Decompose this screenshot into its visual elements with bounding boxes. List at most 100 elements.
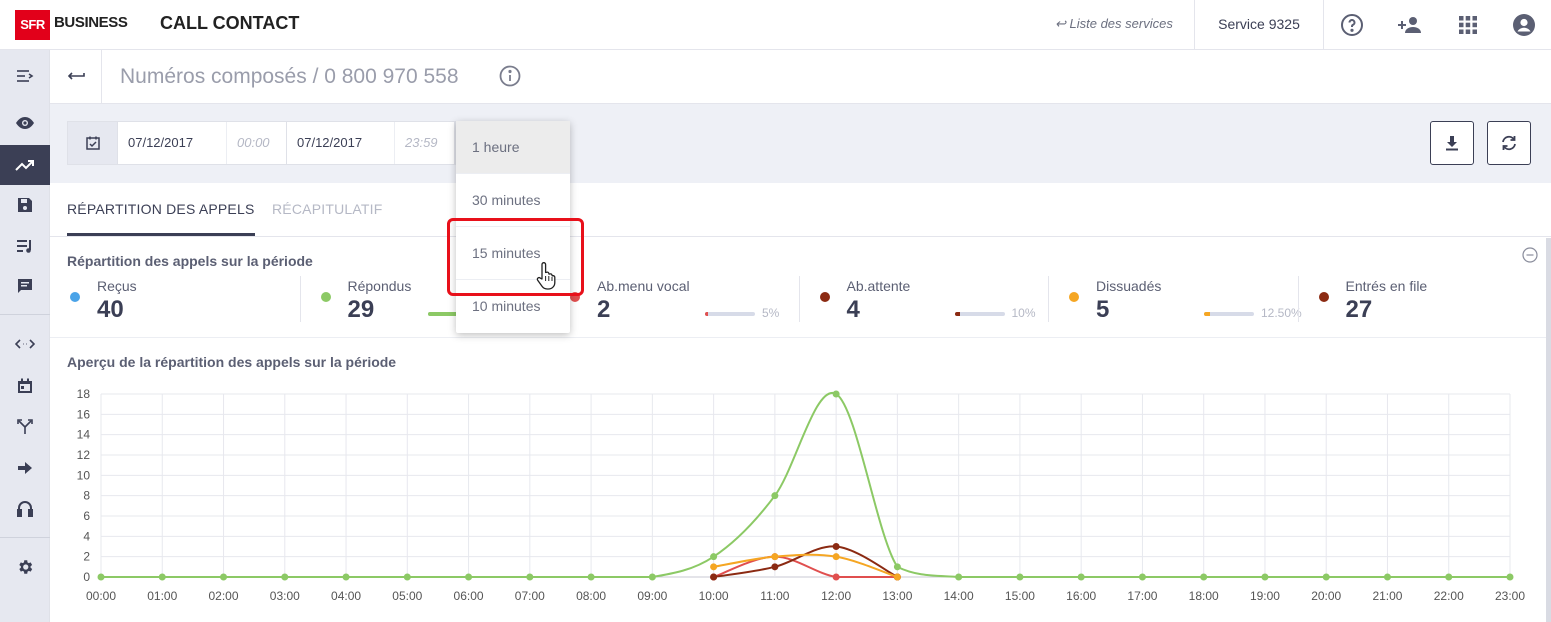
- series-point-0: [158, 573, 166, 581]
- merge-icon[interactable]: [0, 407, 50, 447]
- series-point-0: [1322, 573, 1330, 581]
- hand-cursor-icon: [536, 262, 556, 290]
- stat-0: Reçus 40: [50, 276, 300, 323]
- series-point-2: [710, 573, 718, 581]
- stat-progress-fill: [705, 312, 708, 316]
- x-tick-label: 07:00: [515, 589, 545, 603]
- tabs: RÉPARTITION DES APPELS RÉCAPITULATIF: [50, 183, 1551, 237]
- x-tick-label: 16:00: [1066, 589, 1096, 603]
- services-list-link[interactable]: ↩ Liste des services: [1055, 16, 1173, 31]
- series-line-2: [713, 545, 898, 578]
- summary-title: Répartition des appels sur la période: [67, 253, 313, 269]
- x-tick-label: 13:00: [882, 589, 912, 603]
- apps-grid-icon[interactable]: [1456, 13, 1480, 37]
- y-tick-label: 12: [77, 448, 91, 462]
- x-tick-label: 23:00: [1495, 589, 1525, 603]
- x-tick-label: 02:00: [209, 589, 239, 603]
- series-point-0: [1077, 573, 1085, 581]
- series-point-0: [1016, 573, 1024, 581]
- account-icon[interactable]: [1512, 13, 1536, 37]
- dropdown-option-1[interactable]: 30 minutes: [456, 174, 570, 227]
- x-tick-label: 15:00: [1005, 589, 1035, 603]
- series-point-3: [832, 573, 840, 581]
- series-point-0: [526, 573, 534, 581]
- x-tick-label: 18:00: [1189, 589, 1219, 603]
- gear-icon[interactable]: [0, 547, 50, 587]
- x-tick-label: 09:00: [637, 589, 667, 603]
- add-user-icon[interactable]: [1396, 13, 1424, 37]
- menu-collapse-icon[interactable]: [0, 56, 50, 96]
- series-point-0: [1445, 573, 1453, 581]
- save-icon[interactable]: [0, 185, 50, 225]
- stat-percent: 5%: [762, 306, 780, 320]
- calendar-icon[interactable]: [0, 366, 50, 406]
- app-title: CALL CONTACT: [160, 13, 300, 33]
- stat-4: Dissuadés 5 12.50%: [1048, 276, 1302, 323]
- series-point-0: [832, 390, 840, 398]
- series-line-3: [713, 555, 898, 578]
- eye-icon[interactable]: [0, 103, 50, 143]
- x-tick-label: 22:00: [1434, 589, 1464, 603]
- stat-progress-fill: [954, 312, 960, 316]
- series-point-2: [771, 563, 779, 571]
- arrow-right-icon[interactable]: [0, 448, 50, 488]
- refresh-button[interactable]: [1487, 121, 1531, 165]
- series-point-1: [710, 563, 718, 571]
- top-header: SFR BUSINESS CALL CONTACT ↩ Liste des se…: [0, 0, 1551, 50]
- end-date-field[interactable]: 07/12/2017: [287, 122, 394, 164]
- stat-color-dot: [570, 292, 580, 302]
- code-arrows-icon[interactable]: [0, 324, 50, 364]
- series-point-0: [1200, 573, 1208, 581]
- sfr-logo[interactable]: SFR: [15, 10, 50, 40]
- series-point-0: [648, 573, 656, 581]
- calendar-check-icon[interactable]: [68, 122, 118, 164]
- y-tick-label: 8: [83, 489, 90, 503]
- y-tick-label: 2: [83, 550, 90, 564]
- dropdown-option-3[interactable]: 10 minutes: [472, 298, 541, 314]
- start-time-field[interactable]: 00:00: [226, 122, 287, 164]
- summary-divider: [50, 337, 1551, 338]
- y-tick-label: 16: [77, 407, 91, 421]
- tab-repartition[interactable]: RÉPARTITION DES APPELS: [67, 201, 255, 217]
- y-tick-label: 4: [83, 529, 90, 543]
- stat-label: Dissuadés: [1096, 278, 1162, 294]
- stat-label: Répondus: [347, 278, 412, 294]
- x-tick-label: 14:00: [944, 589, 974, 603]
- series-point-0: [1506, 573, 1514, 581]
- series-point-0: [1383, 573, 1391, 581]
- x-tick-label: 10:00: [699, 589, 729, 603]
- start-date-field[interactable]: 07/12/2017: [118, 122, 226, 164]
- stat-5: Entrés en file 27: [1297, 276, 1548, 323]
- x-tick-label: 01:00: [147, 589, 177, 603]
- message-icon[interactable]: [0, 266, 50, 306]
- collapse-icon[interactable]: [1522, 247, 1538, 263]
- back-button[interactable]: [50, 50, 102, 104]
- info-icon[interactable]: [499, 65, 521, 87]
- series-point-0: [465, 573, 473, 581]
- dropdown-option-0[interactable]: 1 heure: [456, 121, 570, 174]
- series-line-1: [713, 553, 898, 578]
- series-point-0: [587, 573, 595, 581]
- playlist-icon[interactable]: [0, 226, 50, 266]
- help-icon[interactable]: [1340, 13, 1364, 37]
- scrollbar[interactable]: [1546, 238, 1551, 622]
- stat-3: Ab.attente 4 10%: [798, 276, 1049, 323]
- series-point-0: [403, 573, 411, 581]
- stat-color-dot: [320, 292, 331, 302]
- dropdown-option-2[interactable]: 15 minutes: [456, 227, 570, 280]
- series-point-0: [97, 573, 105, 581]
- business-logo-text: BUSINESS: [54, 14, 128, 31]
- download-button[interactable]: [1430, 121, 1474, 165]
- page-title: Numéros composés / 0 800 970 558: [120, 65, 459, 88]
- end-time-field[interactable]: 23:59: [394, 122, 455, 164]
- service-selector[interactable]: Service 9325: [1194, 0, 1324, 50]
- x-tick-label: 11:00: [760, 589, 789, 603]
- y-tick-label: 14: [77, 428, 91, 442]
- stat-label: Ab.attente: [846, 278, 911, 294]
- stat-percent: 10%: [1011, 306, 1036, 320]
- stat-color-dot: [1318, 292, 1329, 302]
- tab-recapitulatif[interactable]: RÉCAPITULATIF: [272, 201, 383, 217]
- headset-icon[interactable]: [0, 489, 50, 529]
- chart-title: Aperçu de la répartition des appels sur …: [67, 354, 397, 370]
- trending-up-icon[interactable]: [0, 145, 50, 185]
